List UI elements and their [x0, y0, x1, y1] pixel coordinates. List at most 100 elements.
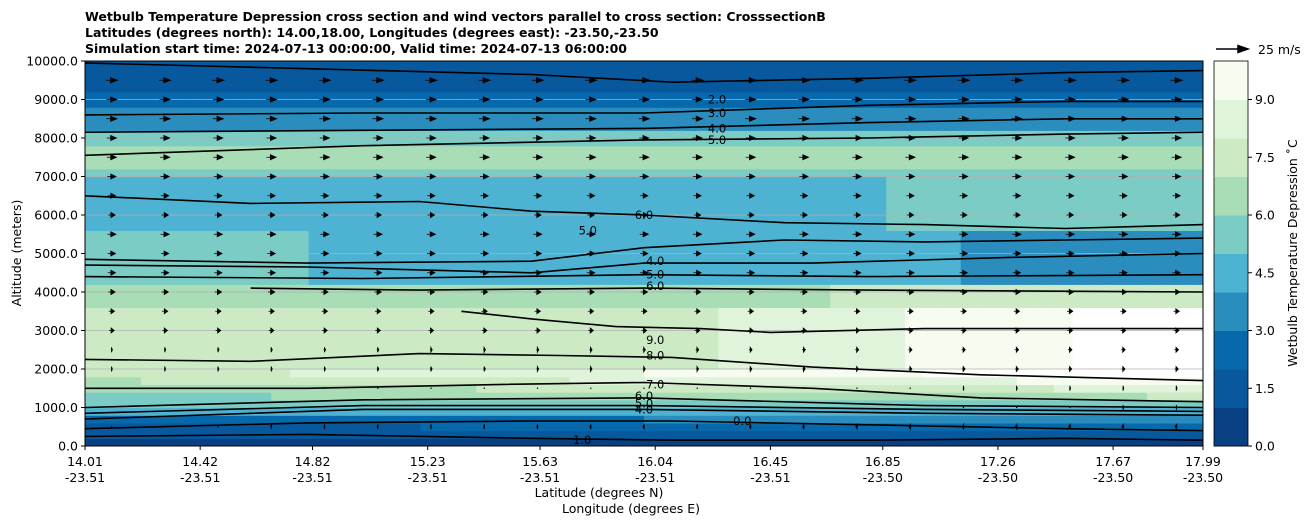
- field-cell: [1072, 176, 1092, 185]
- field-cell: [718, 438, 738, 446]
- field-cell: [886, 292, 906, 301]
- field-cell: [1053, 415, 1074, 424]
- field-cell: [960, 369, 980, 378]
- field-cell: [886, 376, 906, 385]
- field-cell: [979, 68, 999, 77]
- field-cell: [998, 99, 1018, 108]
- field-cell: [904, 438, 925, 446]
- field-cell: [290, 392, 310, 401]
- field-cell: [345, 76, 366, 85]
- field-cell: [401, 392, 421, 401]
- field-cell: [606, 276, 626, 285]
- field-cell: [1128, 399, 1148, 409]
- field-cell: [1091, 130, 1111, 139]
- field-cell: [159, 199, 179, 208]
- wind-vector: [586, 134, 597, 142]
- field-cell: [178, 345, 198, 355]
- field-cell: [327, 153, 347, 162]
- field-cell: [178, 422, 198, 432]
- colorbar-step: [1214, 118, 1248, 139]
- wind-vector: [694, 327, 701, 334]
- field-cell: [290, 292, 310, 301]
- wind-vector: [1013, 288, 1021, 296]
- field-cell: [457, 114, 477, 124]
- field-cell: [1147, 384, 1167, 393]
- wind-vector: [1122, 404, 1125, 411]
- field-cell: [290, 268, 310, 278]
- field-cell: [271, 376, 291, 385]
- field-cell: [532, 415, 552, 424]
- field-cell: [979, 122, 999, 131]
- field-cell: [1072, 215, 1092, 224]
- field-cell: [122, 230, 142, 239]
- field-cell: [923, 345, 943, 355]
- field-cell: [1128, 261, 1148, 270]
- field-cell: [196, 392, 216, 401]
- field-cell: [774, 430, 794, 439]
- field-cell: [159, 322, 179, 332]
- field-cell: [1147, 422, 1167, 432]
- wind-vector: [108, 211, 116, 219]
- field-cell: [830, 315, 850, 324]
- field-cell: [681, 307, 701, 316]
- wind-vector: [586, 231, 597, 238]
- field-cell: [1035, 438, 1055, 446]
- field-cell: [271, 76, 291, 85]
- field-cell: [364, 369, 384, 378]
- field-cell: [1165, 438, 1185, 446]
- wind-vector: [641, 327, 648, 334]
- field-cell: [513, 107, 533, 116]
- field-cell: [1184, 292, 1203, 301]
- field-cell: [178, 268, 198, 278]
- field-cell: [383, 138, 403, 147]
- field-cell: [960, 68, 980, 77]
- field-cell: [979, 153, 999, 162]
- field-cell: [457, 199, 477, 208]
- field-cell: [644, 238, 664, 247]
- field-cell: [103, 130, 123, 139]
- field-cell: [793, 138, 813, 147]
- field-cell: [85, 376, 105, 385]
- wind-vector: [159, 115, 172, 122]
- field-cell: [793, 361, 813, 370]
- field-cell: [569, 215, 589, 224]
- field-cell: [1109, 107, 1129, 116]
- field-cell: [1053, 253, 1074, 262]
- field-cell: [1165, 415, 1185, 424]
- field-cell: [811, 322, 831, 332]
- field-cell: [494, 307, 515, 316]
- field-cell: [1184, 284, 1203, 293]
- field-cell: [85, 407, 105, 416]
- colorbar-step: [1214, 176, 1248, 197]
- field-cell: [383, 276, 403, 285]
- field-cell: [1184, 384, 1203, 393]
- colorbar-tick-label: 0.0: [1255, 439, 1275, 454]
- field-cell: [886, 114, 906, 124]
- field-cell: [494, 168, 515, 178]
- contour-label: 6.0: [646, 279, 664, 293]
- field-cell: [942, 153, 962, 162]
- field-cell: [998, 322, 1018, 332]
- field-cell: [942, 345, 962, 355]
- field-cell: [178, 330, 198, 339]
- field-cell: [960, 345, 980, 355]
- field-cell: [401, 276, 421, 285]
- field-cell: [513, 222, 533, 231]
- field-cell: [904, 222, 925, 231]
- field-cell: [85, 315, 105, 324]
- field-cell: [140, 376, 161, 385]
- field-cell: [588, 292, 608, 301]
- field-cell: [606, 68, 626, 77]
- field-cell: [718, 245, 738, 255]
- field-cell: [644, 399, 664, 409]
- field-cell: [569, 91, 589, 101]
- field-cell: [979, 376, 999, 385]
- field-cell: [327, 215, 347, 224]
- y-tick-label: 2000.0: [34, 362, 78, 377]
- field-cell: [718, 199, 738, 208]
- wind-vector: [268, 307, 275, 315]
- field-cell: [178, 76, 198, 85]
- field-cell: [644, 407, 664, 416]
- field-cell: [439, 407, 459, 416]
- field-cell: [1165, 253, 1185, 262]
